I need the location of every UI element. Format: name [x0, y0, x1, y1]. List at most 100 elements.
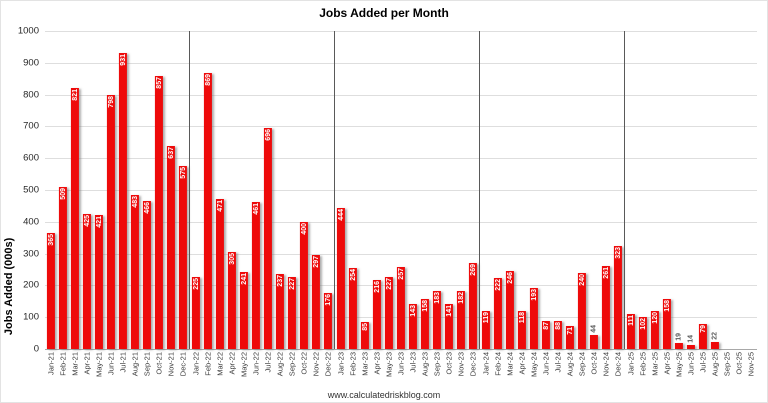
bar-slot: 269 Dec-23 [467, 31, 479, 376]
bar-value-label: 254 [349, 269, 357, 281]
bar-value-label: 182 [457, 292, 465, 304]
bar-value-label: 143 [409, 304, 417, 317]
bar-value-label: 425 [83, 214, 91, 227]
x-tick-label: May-22 [239, 352, 249, 378]
bar-slot: 696 Jul-22 [262, 31, 274, 372]
bar: 241 [239, 272, 249, 349]
x-tick-label: Aug-24 [565, 352, 575, 377]
x-tick-label: Jun-25 [686, 352, 696, 375]
bar-slot: 176 Dec-22 [322, 31, 334, 376]
x-tick-label: Jul-23 [408, 352, 418, 373]
x-tick-label: Jul-21 [118, 352, 128, 373]
bar: 466 [142, 200, 152, 349]
bar-value-label: 237 [276, 274, 284, 287]
bar: 102 [638, 316, 648, 349]
x-tick-label: Sep-25 [722, 352, 732, 377]
bar-value-label: 400 [300, 222, 308, 235]
x-tick-label: Nov-24 [601, 352, 611, 377]
bar-value-label: 79 [699, 324, 707, 333]
bar-slot: 225 Jan-22 [189, 31, 202, 375]
bars-layer: 365 Jan-21 509 Feb-21 821 Mar-21 425 Apr-21 421 M… [45, 31, 757, 377]
bar: 120 [650, 310, 660, 349]
x-tick-label: Mar-23 [360, 352, 370, 376]
bar: 421 [94, 215, 104, 349]
bar-value-label: 19 [675, 333, 683, 341]
bar-slot: 365 Jan-21 [45, 31, 57, 375]
bar-value-label: 857 [155, 77, 163, 90]
x-tick-label: Sep-23 [432, 352, 442, 377]
bar-slot: 118 Apr-24 [516, 31, 528, 375]
x-tick-label: Jul-25 [698, 352, 708, 373]
bar: 183 [432, 290, 442, 349]
bar-slot: 237 Aug-22 [274, 31, 286, 376]
bar: 931 [118, 52, 128, 349]
bar: 176 [323, 293, 333, 349]
bar-slot: 85 Mar-23 [359, 31, 371, 376]
x-tick-label: Mar-21 [70, 352, 80, 376]
bar-value-label: 461 [252, 203, 260, 216]
bar: 225 [191, 277, 201, 349]
bar: 257 [396, 267, 406, 349]
bar-slot: 158 Aug-23 [419, 31, 431, 376]
bar-value-label: 88 [554, 322, 562, 330]
x-tick-label: Nov-22 [311, 352, 321, 377]
x-tick-label: Oct-21 [154, 352, 164, 375]
bar-value-label: 246 [506, 271, 514, 284]
bar-value-label: 22 [711, 332, 719, 341]
x-tick-label: May-25 [674, 352, 684, 378]
bar: 261 [601, 266, 611, 349]
bar-value-label: 421 [95, 216, 103, 228]
x-tick-label: Feb-21 [58, 352, 68, 376]
bar-value-label: 931 [119, 53, 127, 66]
y-tick-label: 0 [33, 343, 39, 355]
bar-slot: 120 Mar-25 [649, 31, 661, 376]
bar: 158 [420, 298, 430, 349]
bar-value-label: 225 [192, 278, 200, 291]
bar: 79 [698, 323, 708, 349]
x-tick-label: Sep-21 [142, 352, 152, 377]
gridline [45, 126, 757, 128]
bar-slot: 87 Jun-24 [540, 31, 552, 375]
bar [710, 342, 720, 349]
bar-value-label: 119 [482, 312, 490, 324]
x-tick-label: Dec-21 [178, 352, 188, 377]
bar-value-label: 193 [530, 288, 538, 301]
bar: 158 [662, 298, 672, 349]
x-tick-label: Jun-21 [106, 352, 116, 375]
bar-value-label: 158 [421, 299, 429, 312]
bar-value-label: 637 [167, 147, 175, 160]
x-tick-label: Feb-22 [203, 352, 213, 376]
bar-value-label: 87 [542, 322, 550, 331]
bar-value-label: 696 [264, 128, 272, 141]
bar-value-label: 471 [216, 200, 224, 212]
bar-slot: 44 Oct-24 [588, 31, 600, 374]
bar-value-label: 257 [397, 268, 405, 280]
bar: 323 [613, 246, 623, 349]
bar-slot: 227 May-23 [383, 31, 395, 377]
x-tick-label: Mar-25 [650, 352, 660, 376]
bar: 269 [468, 263, 478, 349]
bar: 227 [287, 276, 297, 349]
bar-slot: 227 Sep-22 [286, 31, 298, 376]
bar: 254 [348, 268, 358, 349]
x-tick-label: Oct-23 [444, 352, 454, 375]
x-tick-label: Dec-23 [468, 352, 478, 377]
x-tick-label: Jan-24 [481, 352, 491, 375]
y-tick-label: 700 [23, 120, 39, 132]
y-tick-label: 400 [23, 216, 39, 228]
gridline [45, 158, 757, 160]
bar: 85 [360, 321, 370, 349]
bar-slot: 444 Jan-23 [334, 31, 347, 375]
gridline [45, 253, 757, 255]
gridline [45, 31, 757, 32]
x-tick-label: Aug-22 [275, 352, 285, 377]
bar-slot: 509 Feb-21 [57, 31, 69, 376]
bar [674, 342, 684, 349]
bar-slot: 637 Nov-21 [165, 31, 177, 376]
bar-value-label: 444 [337, 208, 345, 221]
bar-slot: Oct-25 [733, 31, 745, 375]
bar-value-label: 111 [627, 314, 635, 326]
bar-value-label: 297 [312, 255, 320, 268]
y-tick-label: 300 [23, 248, 39, 260]
